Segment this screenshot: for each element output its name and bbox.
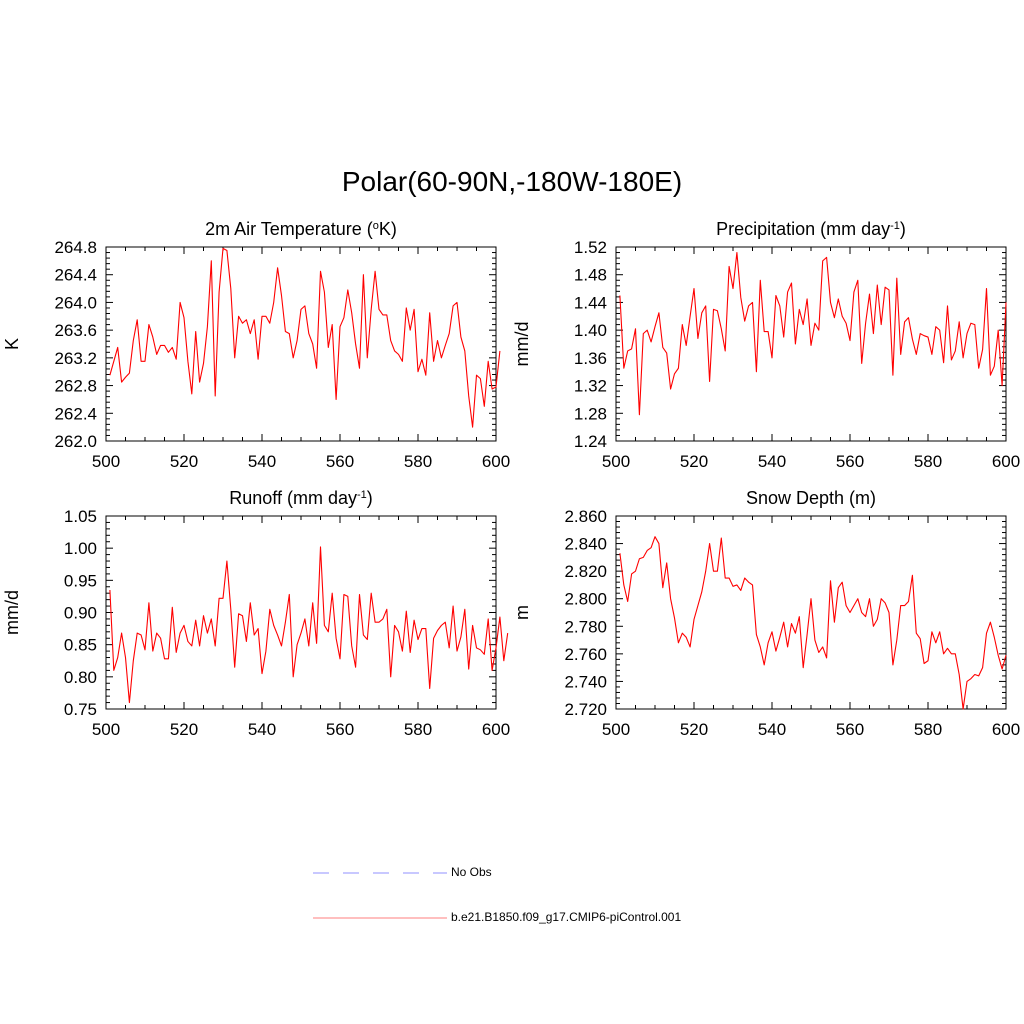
y-tick-label: 263.6 bbox=[54, 321, 97, 340]
plot-frame bbox=[105, 246, 497, 442]
x-tick-label: 580 bbox=[404, 720, 432, 739]
chart-panel-2: 500 520 540 560 580 600 0.75 0.80 0.85 0.90 0.95 1.… bbox=[2, 488, 510, 739]
y-tick-label: 2.800 bbox=[564, 590, 607, 609]
plot-frame bbox=[615, 515, 1007, 710]
x-tick-label: 520 bbox=[170, 452, 198, 471]
x-tick-label: 560 bbox=[836, 720, 864, 739]
x-tick-label: 540 bbox=[248, 720, 276, 739]
plot-frame bbox=[105, 515, 497, 710]
series-line-0 bbox=[109, 546, 509, 704]
y-tick-label: 264.4 bbox=[54, 266, 97, 285]
panel-title-main: 2m Air Temperature ( bbox=[205, 219, 373, 239]
x-tick-label: 520 bbox=[680, 720, 708, 739]
panel-title-end: ) bbox=[367, 488, 373, 508]
y-tick-label: 2.820 bbox=[564, 562, 607, 581]
x-tick-label: 580 bbox=[404, 452, 432, 471]
chart-panel-1: 500 520 540 560 580 600 1.24 1.28 1.32 1.36 1.40 1.… bbox=[512, 219, 1020, 471]
panel-title-main: Precipitation (mm day bbox=[716, 219, 890, 239]
y-tick-label: 264.8 bbox=[54, 238, 97, 257]
y-tick-label: 262.8 bbox=[54, 377, 97, 396]
y-tick-label: 1.52 bbox=[574, 238, 607, 257]
y-tick-label: 1.28 bbox=[574, 404, 607, 423]
y-tick-label: 2.740 bbox=[564, 672, 607, 691]
y-tick-label: 0.75 bbox=[64, 700, 97, 719]
series-line-0 bbox=[109, 247, 501, 428]
series-line-0 bbox=[619, 536, 1007, 710]
y-tick-label: 1.44 bbox=[574, 293, 607, 312]
x-tick-label: 580 bbox=[914, 720, 942, 739]
y-tick-label: 263.2 bbox=[54, 349, 97, 368]
x-tick-label: 560 bbox=[836, 452, 864, 471]
y-tick-label: 1.32 bbox=[574, 377, 607, 396]
x-tick-label: 600 bbox=[992, 720, 1020, 739]
y-axis-label: mm/d bbox=[2, 590, 22, 635]
chart-panel-0: 500 520 540 560 580 600 262.0 262.4 262.8 263.2 26… bbox=[2, 219, 510, 471]
x-tick-label: 540 bbox=[758, 720, 786, 739]
figure-title: Polar(60-90N,-180W-180E) bbox=[341, 166, 683, 197]
x-tick-label: 600 bbox=[992, 452, 1020, 471]
x-tick-label: 520 bbox=[170, 720, 198, 739]
y-tick-label: 2.780 bbox=[564, 617, 607, 636]
panel-title-end: ) bbox=[900, 219, 906, 239]
y-tick-label: 1.48 bbox=[574, 266, 607, 285]
panel-title-sup: -1 bbox=[357, 489, 367, 501]
legend-label-model: b.e21.B1850.f09_g17.CMIP6-piControl.001 bbox=[451, 910, 682, 924]
x-tick-label: 600 bbox=[482, 720, 510, 739]
panel-title-main: Snow Depth (m) bbox=[746, 488, 876, 508]
y-tick-label: 0.95 bbox=[64, 571, 97, 590]
y-tick-label: 2.760 bbox=[564, 645, 607, 664]
x-tick-label: 560 bbox=[326, 452, 354, 471]
x-tick-label: 500 bbox=[602, 720, 630, 739]
y-tick-label: 2.860 bbox=[564, 507, 607, 526]
legend-label-no-obs: No Obs bbox=[451, 865, 492, 879]
y-axis-label: mm/d bbox=[512, 322, 532, 367]
x-tick-label: 540 bbox=[248, 452, 276, 471]
y-tick-label: 264.0 bbox=[54, 293, 97, 312]
y-tick-label: 1.05 bbox=[64, 507, 97, 526]
y-tick-label: 0.80 bbox=[64, 668, 97, 687]
x-tick-label: 560 bbox=[326, 720, 354, 739]
panel-title-sup: -1 bbox=[890, 220, 900, 232]
x-tick-label: 500 bbox=[92, 452, 120, 471]
y-tick-label: 0.90 bbox=[64, 604, 97, 623]
chart-panel-3: 500 520 540 560 580 600 2.720 2.740 2.760 2.780 2.… bbox=[512, 488, 1020, 739]
x-tick-label: 500 bbox=[602, 452, 630, 471]
panel-title-main: Runoff (mm day bbox=[229, 488, 357, 508]
x-tick-label: 540 bbox=[758, 452, 786, 471]
panel-title: Snow Depth (m) bbox=[746, 488, 876, 508]
y-axis-label: K bbox=[2, 338, 22, 350]
x-tick-label: 580 bbox=[914, 452, 942, 471]
y-tick-label: 262.0 bbox=[54, 432, 97, 451]
panel-title: 2m Air Temperature (oK) bbox=[205, 219, 397, 239]
y-tick-label: 1.36 bbox=[574, 349, 607, 368]
x-tick-label: 500 bbox=[92, 720, 120, 739]
panel-title-end: K) bbox=[379, 219, 397, 239]
series-line-0 bbox=[619, 251, 1007, 416]
y-tick-label: 1.00 bbox=[64, 539, 97, 558]
y-tick-label: 2.840 bbox=[564, 535, 607, 554]
y-tick-label: 262.4 bbox=[54, 404, 97, 423]
x-tick-label: 600 bbox=[482, 452, 510, 471]
y-tick-label: 2.720 bbox=[564, 700, 607, 719]
y-tick-label: 1.24 bbox=[574, 432, 607, 451]
y-tick-label: 1.40 bbox=[574, 321, 607, 340]
panel-title: Precipitation (mm day-1) bbox=[716, 219, 906, 239]
panel-title-sup: o bbox=[373, 220, 379, 232]
panel-title: Runoff (mm day-1) bbox=[229, 488, 373, 508]
y-axis-label: m bbox=[512, 605, 532, 620]
x-tick-label: 520 bbox=[680, 452, 708, 471]
y-tick-label: 0.85 bbox=[64, 636, 97, 655]
